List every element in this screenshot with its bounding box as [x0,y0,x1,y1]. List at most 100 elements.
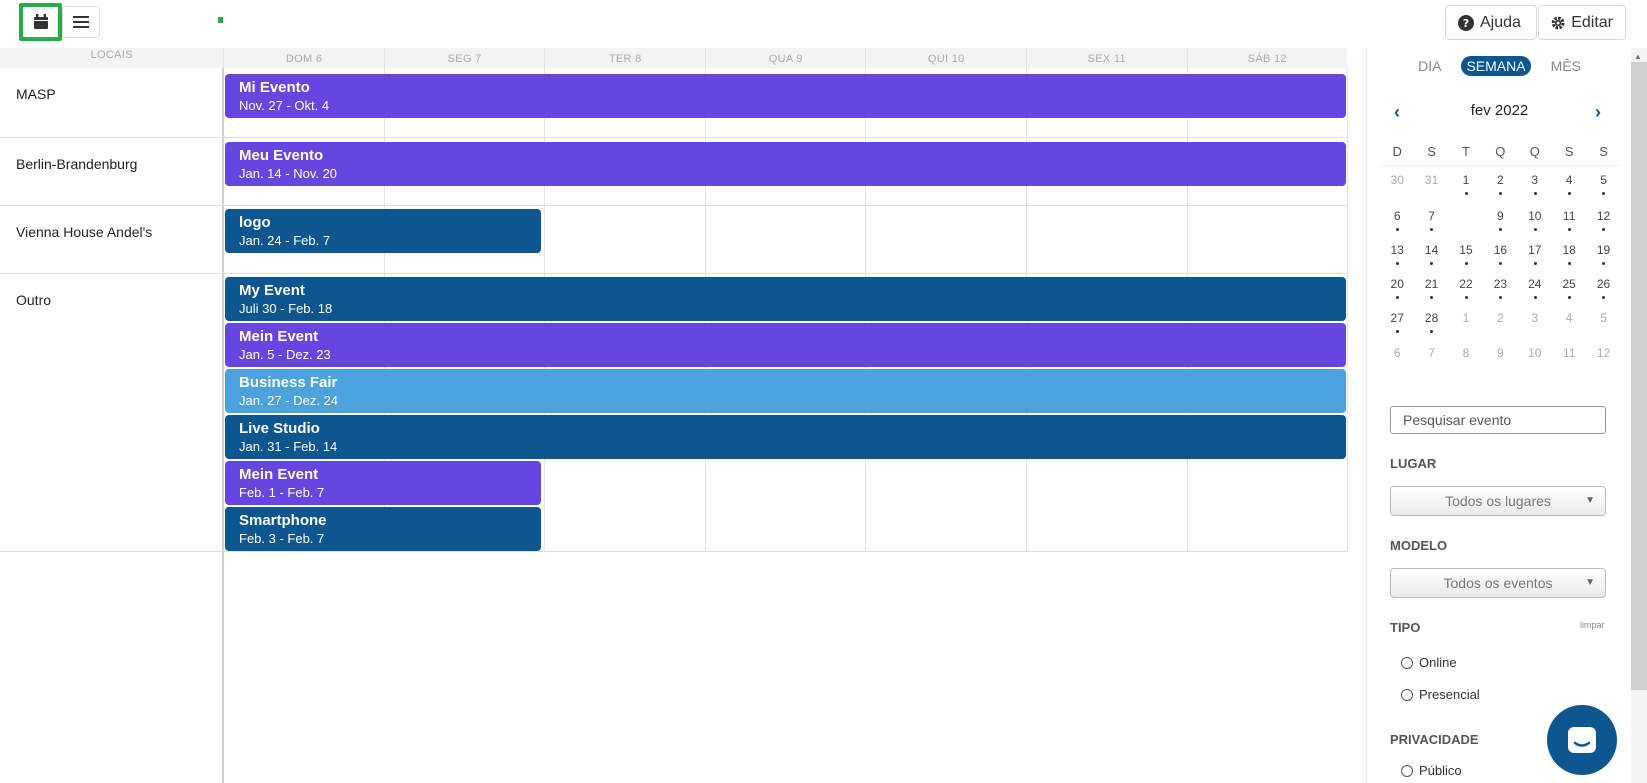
calendar-day[interactable]: 16 [1483,235,1517,265]
view-week-button[interactable]: SEMANA [1461,56,1531,76]
calendar-day[interactable]: 9 [1497,346,1504,360]
calendar-day[interactable]: 11 [1552,201,1586,233]
calendar-day[interactable]: 1 [1462,311,1470,325]
event-block[interactable]: Smartphone Feb. 3 - Feb. 7 [225,507,541,551]
event-title: Mein Event [239,466,319,483]
event-title: Smartphone [239,512,327,529]
chevron-right-icon[interactable]: › [1595,102,1601,122]
scrollbar-thumb[interactable] [1631,62,1647,690]
calendar-day[interactable]: 1 [1449,165,1483,195]
week-grid: MASP Berlin-Brandenburg Vienna House And… [0,68,1348,783]
calendar-day[interactable]: 7 [1414,201,1448,233]
calendar-day[interactable]: 20 [1380,269,1414,299]
event-dates: Jan. 27 - Dez. 24 [239,393,338,408]
event-title: Meu Evento [239,147,324,164]
calendar-day[interactable]: 2 [1483,165,1517,195]
calendar-week: 30 31 1 2 3 4 5 [1380,165,1621,195]
location-name: Vienna House Andel's [16,224,153,240]
scroll-up-icon[interactable]: ▲ [1634,52,1642,61]
calendar-day[interactable]: 26 [1586,269,1620,299]
calendar-day[interactable]: 14 [1414,235,1448,265]
view-switcher: DIA SEMANA MÊS [1367,56,1632,76]
chat-launcher-button[interactable] [1547,705,1617,775]
calendar-day[interactable]: 8 [1462,346,1470,360]
calendar-day[interactable]: 3 [1518,165,1552,195]
calendar-day[interactable]: 4 [1552,165,1586,195]
event-block[interactable]: Mein Event Feb. 1 - Feb. 7 [225,461,541,505]
grid-line [224,273,1347,274]
list-view-button[interactable] [62,6,100,38]
chat-icon [1568,727,1596,753]
calendar-day[interactable]: 6 [1380,201,1414,233]
weekday-header: T [1462,144,1470,159]
event-block[interactable]: Live Studio Jan. 31 - Feb. 14 [225,415,1346,459]
menu-icon [73,16,89,28]
calendar-day[interactable]: 28 [1414,303,1448,333]
view-month-button[interactable]: MÊS [1550,58,1581,74]
place-select[interactable]: Todos os lugares ▼ [1390,486,1606,516]
privacy-filter-label: PRIVACIDADE [1390,732,1479,747]
calendar-day[interactable]: 11 [1562,346,1576,360]
radio-label: Online [1419,655,1457,670]
day-header: TER 8 [544,48,705,68]
calendar-day[interactable]: 7 [1428,346,1435,360]
event-title: My Event [239,282,305,299]
event-block[interactable]: Mein Event Jan. 5 - Dez. 23 [225,323,1346,367]
event-block[interactable]: Mi Evento Nov. 27 - Okt. 4 [225,74,1346,118]
type-presencial-radio[interactable]: Presencial [1401,687,1480,702]
calendar-day[interactable]: 3 [1531,311,1539,325]
calendar-day[interactable]: 2 [1497,311,1504,325]
calendar-day[interactable]: 5 [1600,311,1607,325]
search-input[interactable]: Pesquisar evento [1390,406,1606,434]
calendar-day[interactable]: 12 [1596,346,1611,360]
calendar-day[interactable]: 6 [1393,346,1401,360]
calendar-day[interactable]: 22 [1449,269,1483,299]
calendar-day[interactable]: 9 [1483,201,1517,233]
calendar-day[interactable]: 18 [1552,235,1586,265]
day-header: QUA 9 [704,48,866,68]
locations-header: LOCAIS [90,49,133,61]
calendar-day[interactable]: 19 [1586,235,1620,265]
calendar-day[interactable]: 17 [1518,235,1552,265]
sidebar: DIA SEMANA MÊS ‹ fev 2022 › D S T Q Q S … [1366,48,1631,783]
privacy-public-radio[interactable]: Público [1401,763,1462,778]
calendar-day[interactable]: 10 [1528,346,1542,360]
calendar-day[interactable]: 30 [1390,173,1404,187]
grid-line [224,137,1347,138]
calendar-day[interactable]: 31 [1424,173,1439,187]
grid-line [224,551,1347,552]
location-row-outro: Outro [0,274,224,552]
calendar-week-current: 6 7 8 9 10 11 12 [1380,200,1621,233]
day-header: SÁB 12 [1186,48,1348,68]
grid-line [224,205,1347,206]
chevron-left-icon[interactable]: ‹ [1394,102,1400,122]
calendar-day[interactable]: 15 [1449,235,1483,265]
calendar-day[interactable]: 4 [1565,311,1573,325]
calendar-day[interactable]: 5 [1586,165,1620,195]
event-block[interactable]: Meu Evento Jan. 14 - Nov. 20 [225,142,1346,186]
event-block[interactable]: My Event Juli 30 - Feb. 18 [225,277,1346,321]
view-day-button[interactable]: DIA [1418,58,1442,74]
calendar-day[interactable]: 21 [1414,269,1448,299]
edit-button[interactable]: Editar [1538,5,1626,40]
type-online-radio[interactable]: Online [1401,655,1457,670]
weekday-header: D [1392,144,1402,159]
calendar-day[interactable]: 13 [1380,235,1414,265]
calendar-view-button[interactable] [19,3,62,41]
calendar-day[interactable]: 12 [1586,201,1620,233]
locations-column: MASP Berlin-Brandenburg Vienna House And… [0,68,224,783]
calendar-day[interactable]: 25 [1552,269,1586,299]
calendar-day[interactable]: 10 [1518,201,1552,233]
calendar-day[interactable]: 24 [1518,269,1552,299]
calendar-day[interactable]: 23 [1483,269,1517,299]
event-block[interactable]: logo Jan. 24 - Feb. 7 [225,209,541,253]
clear-link[interactable]: limpar [1580,620,1605,630]
calendar-day-selected[interactable]: 8 [1449,200,1484,233]
caret-down-icon: ▼ [1585,495,1595,506]
event-block[interactable]: Business Fair Jan. 27 - Dez. 24 [225,369,1346,413]
help-button[interactable]: ? Ajuda [1445,5,1537,40]
model-select[interactable]: Todos os eventos ▼ [1390,568,1606,598]
event-dates: Jan. 14 - Nov. 20 [239,166,338,181]
caret-down-icon: ▼ [1585,577,1595,588]
calendar-day[interactable]: 27 [1380,303,1414,333]
